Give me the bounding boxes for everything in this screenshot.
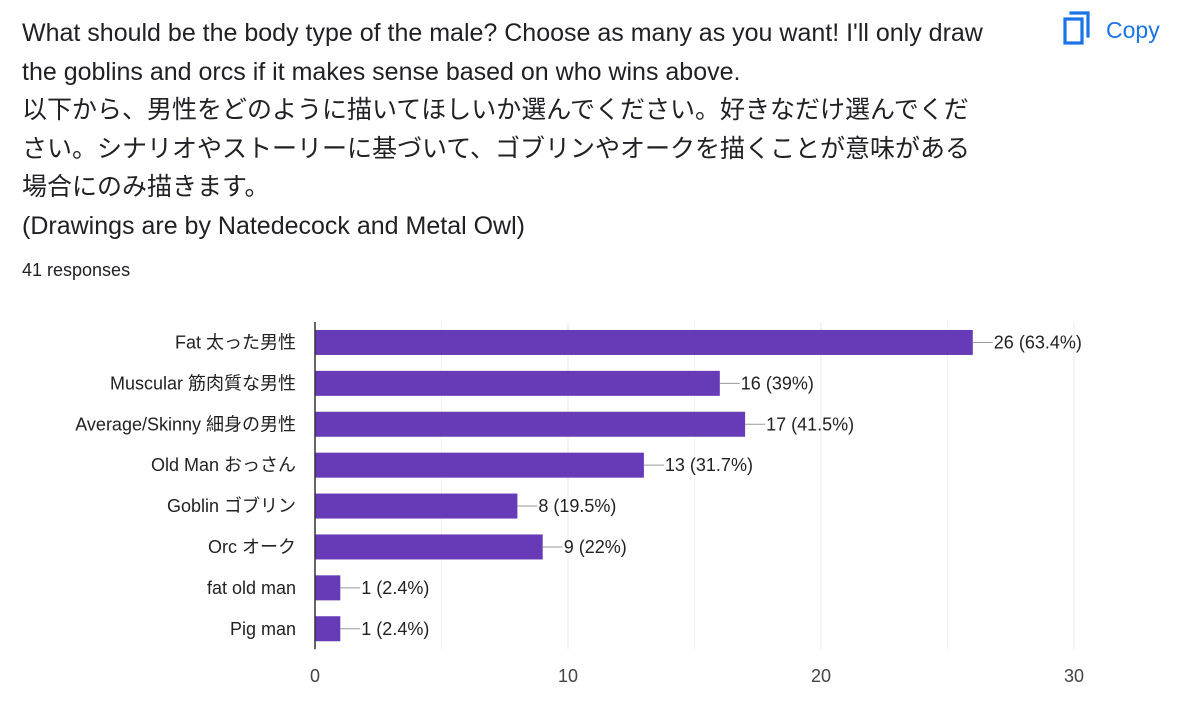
question-line: 場合にのみ描きます。 — [22, 173, 270, 201]
data-label: 1 (2.4%) — [361, 619, 429, 639]
copy-button[interactable]: Copy — [1062, 8, 1192, 52]
data-label: 9 (22%) — [564, 537, 627, 557]
data-label: 26 (63.4%) — [994, 332, 1082, 352]
question-line: (Drawings are by Natedecock and Metal Ow… — [22, 211, 525, 240]
category-label: Muscular 筋肉質な男性 — [110, 373, 296, 393]
data-label: 13 (31.7%) — [665, 455, 753, 475]
data-label: 16 (39%) — [741, 373, 814, 393]
x-tick-label: 30 — [1064, 666, 1084, 686]
bar — [315, 329, 973, 355]
category-label: Orc オーク — [208, 537, 296, 557]
bar — [315, 452, 644, 478]
x-tick-label: 10 — [558, 666, 578, 686]
bar — [315, 575, 341, 601]
bar — [315, 411, 746, 437]
question-line: What should be the body type of the male… — [22, 19, 983, 47]
question-text: What should be the body type of the male… — [22, 14, 1042, 245]
data-label: 8 (19.5%) — [538, 496, 616, 516]
bar — [315, 534, 543, 560]
data-label: 1 (2.4%) — [361, 578, 429, 598]
category-label: Fat 太った男性 — [175, 332, 296, 352]
data-label: 17 (41.5%) — [766, 414, 854, 434]
question-line: さい。シナリオやストーリーに基づいて、ゴブリンやオークを描くことが意味がある — [22, 134, 971, 163]
bar — [315, 616, 341, 642]
x-tick-label: 0 — [310, 666, 320, 686]
category-label: Goblin ゴブリン — [167, 495, 296, 516]
bar-chart: Fat 太った男性 26 (63.4%) Muscular 筋肉質な男性 16 (39… — [75, 322, 1084, 686]
x-tick-label: 20 — [811, 666, 831, 686]
question-line: the goblins and orcs if it makes sense b… — [22, 57, 741, 86]
bar — [315, 370, 720, 396]
question-line: 以下から、男性をどのように描いてほしいか選んでください。好きなだけ選んでくだ — [22, 96, 969, 124]
category-label: Pig man — [230, 619, 296, 639]
category-label: Old Man おっさん — [151, 455, 296, 475]
bar — [315, 493, 518, 519]
copy-label: Copy — [1106, 16, 1160, 43]
category-label: fat old man — [207, 578, 296, 598]
copy-icon — [1062, 10, 1092, 50]
response-count: 41 responses — [22, 260, 131, 280]
category-label: Average/Skinny 細身の男性 — [75, 414, 296, 434]
